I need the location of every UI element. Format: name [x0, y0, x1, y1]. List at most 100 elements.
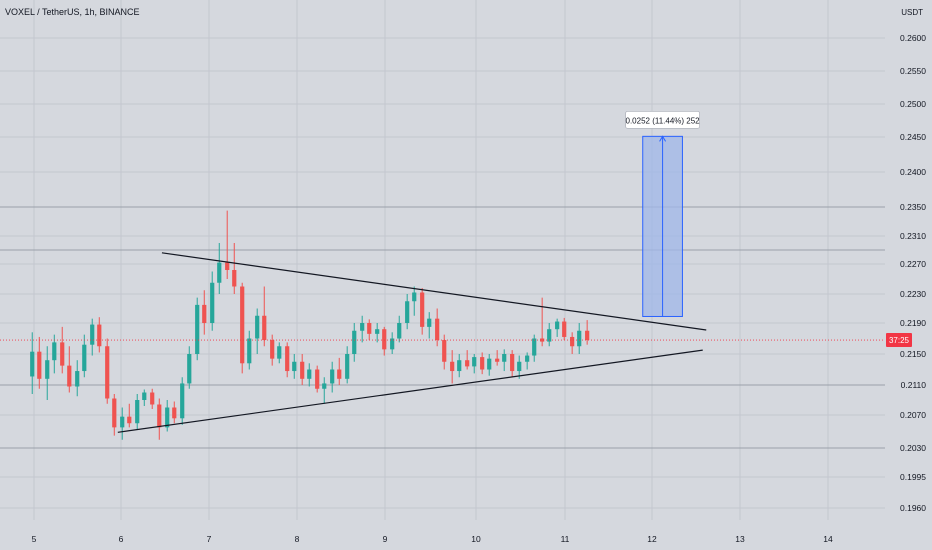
candle-body [292, 361, 297, 372]
current-price-badge [886, 333, 912, 348]
candle-body [322, 383, 327, 389]
candle-body [262, 315, 267, 341]
candle-body [442, 340, 447, 362]
candle-body [150, 392, 155, 405]
candle-body [510, 354, 515, 372]
candle-body [562, 321, 567, 337]
candle-body [112, 398, 117, 428]
candle-body [75, 371, 80, 387]
candle-body [240, 286, 245, 364]
candle-body [555, 321, 560, 330]
x-tick-label: 12 [647, 534, 657, 544]
y-tick-label: 0.2230 [900, 289, 926, 299]
y-tick-label: 0.2450 [900, 132, 926, 142]
candle-body [487, 358, 492, 370]
candle-body [360, 323, 365, 331]
candle-body [180, 383, 185, 419]
candle-body [532, 338, 537, 356]
candle-body [367, 323, 372, 334]
candle-body [307, 369, 312, 379]
candle-body [210, 282, 215, 323]
candle-body [517, 361, 522, 372]
candle-body [52, 342, 57, 361]
x-tick-label: 14 [823, 534, 833, 544]
x-tick-label: 13 [735, 534, 745, 544]
candle-body [352, 330, 357, 354]
symbol-title: VOXEL / TetherUS, 1h, BINANCE [5, 7, 140, 17]
candle-body [217, 262, 222, 283]
x-tick-label: 11 [561, 534, 570, 544]
candle-body [465, 360, 470, 367]
candle-body [67, 365, 72, 387]
y-tick-label: 0.2310 [900, 231, 926, 241]
candle-body [127, 416, 132, 424]
candle-body [420, 292, 425, 327]
candle-body [412, 292, 417, 302]
candle-body [525, 355, 530, 362]
x-tick-label: 10 [471, 534, 481, 544]
candle-body [472, 357, 477, 367]
candle-body [82, 344, 87, 372]
x-tick-label: 6 [119, 534, 124, 544]
y-tick-label: 0.2600 [900, 33, 926, 43]
x-tick-label: 7 [207, 534, 212, 544]
y-tick-label: 0.2150 [900, 349, 926, 359]
candle-body [255, 315, 260, 339]
y-tick-label: 0.2400 [900, 167, 926, 177]
candle-body [585, 330, 590, 341]
candle-body [277, 346, 282, 359]
current-price-badge-text: 37:25 [889, 336, 910, 345]
candle-body [570, 336, 575, 347]
candle-body [202, 304, 207, 323]
y-tick-label: 0.2030 [900, 443, 926, 453]
candle-body [120, 416, 125, 428]
candle-body [495, 358, 500, 362]
candle-body [60, 342, 65, 366]
candle-body [142, 392, 147, 400]
y-tick-label: 0.2110 [901, 380, 927, 390]
trendline-upper [161, 252, 707, 331]
candle-body [502, 354, 507, 362]
x-tick-label: 9 [383, 534, 388, 544]
candle-body [480, 357, 485, 370]
candle-body [37, 351, 42, 379]
candle-body [345, 354, 350, 379]
candle-body [300, 361, 305, 379]
candle-body [225, 262, 230, 270]
candle-body [397, 323, 402, 339]
candle-body [270, 340, 275, 359]
candle-body [97, 324, 102, 347]
y-tick-label: 0.2350 [900, 202, 926, 212]
candle-body [135, 400, 140, 424]
y-tick-label: 0.2550 [900, 66, 926, 76]
measure-label-box [625, 110, 700, 129]
candle-body [382, 329, 387, 350]
y-tick-label: 0.2270 [900, 259, 926, 269]
candle-body [330, 369, 335, 384]
y-tick-label: 0.2070 [900, 410, 926, 420]
candle-body [232, 270, 237, 287]
candle-body [457, 360, 462, 372]
candle-body [577, 330, 582, 347]
candle-body [105, 346, 110, 399]
candle-body [30, 351, 35, 377]
x-tick-label: 5 [32, 534, 37, 544]
candle-body [405, 301, 410, 323]
trendline-lower [117, 349, 703, 433]
candle-body [45, 360, 50, 379]
measure-label: 0.0252 (11.44%) 252 [626, 116, 701, 125]
candle-body [247, 338, 252, 364]
y-tick-label: 0.1960 [900, 503, 926, 513]
candle-body [187, 354, 192, 384]
candle-body [165, 407, 170, 428]
measure-arrow-head [659, 135, 667, 142]
candle-body [337, 369, 342, 379]
x-tick-label: 8 [295, 534, 300, 544]
candle-body [195, 304, 200, 354]
candle-body [157, 404, 162, 428]
candle-body [315, 369, 320, 389]
candle-body [390, 338, 395, 350]
currency-label: USDT [901, 8, 923, 17]
